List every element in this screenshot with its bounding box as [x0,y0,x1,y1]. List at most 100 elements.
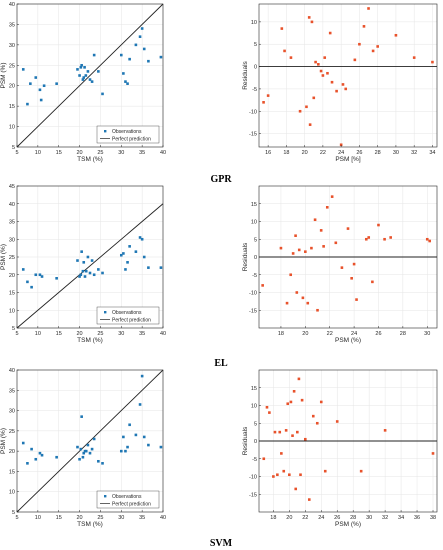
legend-observation-marker [104,495,107,498]
observation-point [38,451,42,455]
y-tick-label: 20 [9,273,15,279]
x-tick-label: 35 [139,150,145,156]
observation-point [90,447,94,451]
y-tick-label: 25 [9,63,15,69]
row-label-gpr: GPR [210,174,232,185]
x-tick-label: 15 [56,150,62,156]
axes-box [258,3,438,148]
observation-point [80,415,83,418]
observation-point [140,27,144,30]
residual-point [346,227,350,230]
observation-point [147,59,150,63]
residual-point [394,33,398,37]
residual-point [299,473,302,477]
residual-point [371,49,375,53]
residual-point [344,87,348,91]
observation-point [134,250,138,253]
residual-point [326,71,329,75]
residual-point [273,430,277,434]
y-tick-label: -10 [249,475,257,481]
residual-point [339,143,343,147]
x-tick-label: 10 [35,331,41,337]
legend-observation-marker [104,311,107,314]
x-tick-label: 10 [35,150,41,156]
y-tick-label: -10 [249,291,257,297]
residual-point [297,377,301,381]
observation-point [82,261,86,264]
y-tick-label: 30 [9,409,15,415]
observation-point [21,441,25,445]
residual-point [291,252,295,255]
residual-point [303,437,307,441]
residual-point [298,109,302,113]
y-tick-label: 45 [9,184,15,190]
x-tick-label: 28 [375,150,381,156]
x-tick-label: 35 [139,331,145,337]
x-axis-label: PSM [%] [335,156,360,163]
observation-point [26,280,29,284]
observation-point [142,435,146,439]
observation-point [30,285,33,289]
residual-point [265,405,269,409]
y-tick-label: 30 [9,43,15,49]
residual-point [335,89,338,93]
legend-label-observations: Observations [112,494,142,500]
x-tick-label: 34 [429,150,435,156]
residual-point [292,390,296,393]
observation-point [119,53,123,57]
observation-point [138,35,142,38]
x-tick-label: 35 [139,515,145,521]
residual-point [262,101,265,104]
residual-point [377,223,380,227]
observation-point [21,268,25,271]
y-tick-label: 10 [251,220,257,226]
observation-point [142,47,146,51]
residual-point [310,20,314,24]
residual-point [310,246,313,250]
residual-point [330,80,334,84]
y-axis-label: PSM (%) [0,428,7,454]
residual-point [316,308,319,312]
x-tick-label: 30 [118,150,124,156]
residual-point [319,69,323,73]
residual-point [364,237,368,241]
residual-point [296,430,299,434]
observation-point [128,423,131,427]
observation-point [134,433,138,437]
observation-point [90,259,94,262]
residual-point [282,469,286,473]
residual-point [341,83,345,86]
observation-point [134,43,138,47]
y-tick-label: 10 [9,490,15,496]
residual-point [297,248,301,252]
residual-point [280,452,283,455]
x-tick-label: 34 [398,515,404,521]
residual-point [321,74,325,77]
y-axis-label: PSM (%) [0,63,7,89]
observation-point [124,449,127,453]
residual-point [352,262,356,266]
y-tick-label: 35 [9,220,15,226]
residual-point [431,60,434,64]
observation-point [159,266,163,269]
residual-point [284,429,288,432]
observation-point [76,259,79,262]
x-tick-label: 18 [270,515,276,521]
residual-point [307,16,311,19]
observation-point [97,268,100,271]
residual-point [428,239,431,243]
residual-point [261,284,264,287]
observation-point [147,266,150,269]
residual-point [350,277,353,280]
observation-point [80,63,83,67]
x-tick-label: 36 [414,515,420,521]
y-tick-label: 25 [9,429,15,435]
observation-point [140,374,144,378]
x-tick-label: 40 [160,150,166,156]
gpr-prediction-plot: 5 10 15 20 25 30 35 40 5 10 15 20 25 30 35 40 TSM (%) PSM… [0,2,166,163]
x-tick-label: 25 [97,150,103,156]
residual-point [425,237,429,241]
residual-point [412,56,416,59]
observation-point [55,82,58,85]
observation-point [92,273,96,277]
